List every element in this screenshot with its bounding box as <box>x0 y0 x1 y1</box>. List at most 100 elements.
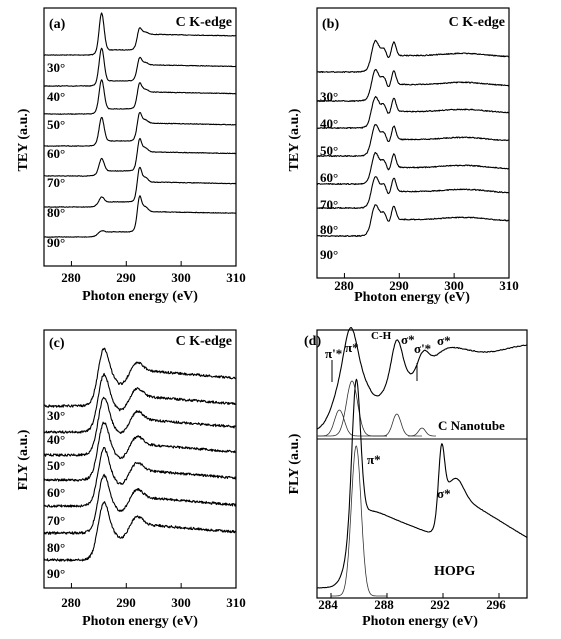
panel-b-tick-2: 300 <box>444 278 464 293</box>
panel-c-angle-60: 60° <box>47 485 65 500</box>
panel-b-angle-90: 90° <box>320 247 338 262</box>
panel-d: (d) FLY (a.u.) Photon energy (eV) 284 28… <box>287 327 528 629</box>
panel-b-tick-0: 280 <box>334 278 354 293</box>
panel-b-angle-80: 80° <box>320 222 338 237</box>
panel-d-ylabel: FLY (a.u.) <box>287 433 302 494</box>
panel-c-tick-3: 310 <box>226 595 246 610</box>
panel-a-angle-60: 60° <box>47 146 65 161</box>
panel-c-edge-label: C K-edge <box>176 334 232 349</box>
panel-c-trace-50 <box>43 396 237 457</box>
panel-a-tick-0: 280 <box>61 270 81 285</box>
panel-d-tick-1: 288 <box>374 597 394 612</box>
panel-d-ann-pi-prime: π'* <box>325 346 342 361</box>
panel-a-edge-label: C K-edge <box>176 15 232 30</box>
panel-a-tick-2: 300 <box>171 270 191 285</box>
panel-b-angle-70: 70° <box>320 197 338 212</box>
panel-b-angle-60: 60° <box>320 170 338 185</box>
panel-b: (b) C K-edge TEY (a.u.) Photon energy (e… <box>287 7 519 305</box>
panel-a-ticks: 280 290 300 310 <box>61 270 246 285</box>
panel-a-angle-90: 90° <box>47 235 65 250</box>
panel-b-angle-50: 50° <box>320 143 338 158</box>
panel-b-angle-40: 40° <box>320 116 338 131</box>
panel-a-trace-50 <box>43 79 237 115</box>
panel-d-fit-nanotube-sigma-prime <box>408 427 436 437</box>
panel-b-label: (b) <box>322 17 339 32</box>
panel-a-frame <box>43 7 237 267</box>
panel-c-ylabel: FLY (a.u.) <box>16 429 31 490</box>
panel-a-angle-50: 50° <box>47 117 65 132</box>
panel-d-label: (d) <box>304 334 321 349</box>
panel-b-tick-1: 290 <box>389 278 409 293</box>
panel-a-trace-70 <box>43 137 237 177</box>
panel-b-angle-30: 30° <box>320 89 338 104</box>
panel-b-trace-90 <box>316 204 510 238</box>
panel-a-tick-3: 310 <box>226 270 246 285</box>
panel-d-traces <box>316 327 528 597</box>
panel-a-angle-40: 40° <box>47 89 65 104</box>
panel-b-trace-70 <box>316 151 510 186</box>
panel-d-ann-hopg-sigma: σ* <box>437 486 451 501</box>
panel-d-ann-sigma-2: σ* <box>437 333 451 348</box>
panel-b-edge-label: C K-edge <box>449 15 505 30</box>
panel-c-label: (c) <box>49 336 65 351</box>
panel-a-xlabel: Photon energy (eV) <box>82 289 198 304</box>
panel-d-nanotube-label: C Nanotube <box>438 418 505 433</box>
panel-c-tick-2: 300 <box>171 595 191 610</box>
panel-d-tick-0: 284 <box>318 597 338 612</box>
panel-a-trace-90 <box>43 195 237 238</box>
panel-d-ticks: 284 288 292 296 <box>318 597 506 612</box>
panel-a-traces <box>43 12 237 238</box>
panel-c-angle-30: 30° <box>47 408 65 423</box>
panel-b-trace-60 <box>316 123 510 158</box>
panel-c-tick-0: 280 <box>61 595 81 610</box>
panel-d-tick-2: 292 <box>430 597 450 612</box>
panel-a-trace-30 <box>43 12 237 56</box>
panel-c-angle-90: 90° <box>47 566 65 581</box>
panel-d-xlabel: Photon energy (eV) <box>362 614 478 629</box>
panel-a-trace-40 <box>43 47 237 87</box>
panel-d-ann-pi: π* <box>345 340 359 355</box>
panel-b-trace-80 <box>316 176 510 210</box>
panel-a-trace-60 <box>43 111 237 147</box>
panel-d-fit-nanotube-ch <box>373 413 422 437</box>
axis-ticks <box>70 261 510 598</box>
panel-c-angle-50: 50° <box>47 458 65 473</box>
panel-c-frame <box>43 329 237 589</box>
panel-a-tick-1: 290 <box>116 270 136 285</box>
panel-c-tick-1: 290 <box>116 595 136 610</box>
panel-d-ann-sigma-prime: σ'* <box>414 341 431 356</box>
panel-b-xlabel: Photon energy (eV) <box>354 290 470 305</box>
panel-c-xlabel: Photon energy (eV) <box>82 614 198 629</box>
panel-a-label: (a) <box>49 17 66 32</box>
panel-b-trace-30 <box>316 39 510 74</box>
panel-c: (c) C K-edge FLY (a.u.) Photon energy (e… <box>16 329 246 629</box>
panel-b-frame <box>316 7 510 279</box>
panel-a-angle-80: 80° <box>47 205 65 220</box>
panel-a-angle-30: 30° <box>47 60 65 75</box>
panel-c-trace-80 <box>43 473 237 535</box>
panel-c-angle-40: 40° <box>47 432 65 447</box>
panel-b-tick-3: 310 <box>499 278 519 293</box>
panel-d-trace-hopg <box>316 378 528 589</box>
panel-c-angle-80: 80° <box>47 540 65 555</box>
panel-b-trace-50 <box>316 95 510 130</box>
panel-c-trace-90 <box>43 501 237 562</box>
panel-d-trace-nanotube <box>316 327 528 430</box>
panel-d-fit-nanotube-pi-prime <box>317 409 387 437</box>
panel-a-ylabel: TEY (a.u.) <box>16 108 31 171</box>
panel-c-trace-30 <box>43 347 237 408</box>
panel-d-frame <box>316 329 528 599</box>
panel-d-hopg-label: HOPG <box>434 564 475 579</box>
panel-d-fit-hopg-pi <box>331 445 387 597</box>
panel-b-ticks: 280 290 300 310 <box>334 278 519 293</box>
panel-c-ticks: 280 290 300 310 <box>61 595 246 610</box>
panel-a: (a) C K-edge TEY (a.u.) Photon energy (e… <box>16 7 246 304</box>
panel-c-trace-70 <box>43 446 237 508</box>
panel-b-ylabel: TEY (a.u.) <box>287 108 302 171</box>
panel-b-traces <box>316 39 510 238</box>
panel-c-traces <box>43 347 237 562</box>
panel-d-ann-hopg-pi: π* <box>367 452 381 467</box>
panel-c-angle-70: 70° <box>47 513 65 528</box>
panel-d-ann-sigma-1: σ* <box>401 332 415 347</box>
